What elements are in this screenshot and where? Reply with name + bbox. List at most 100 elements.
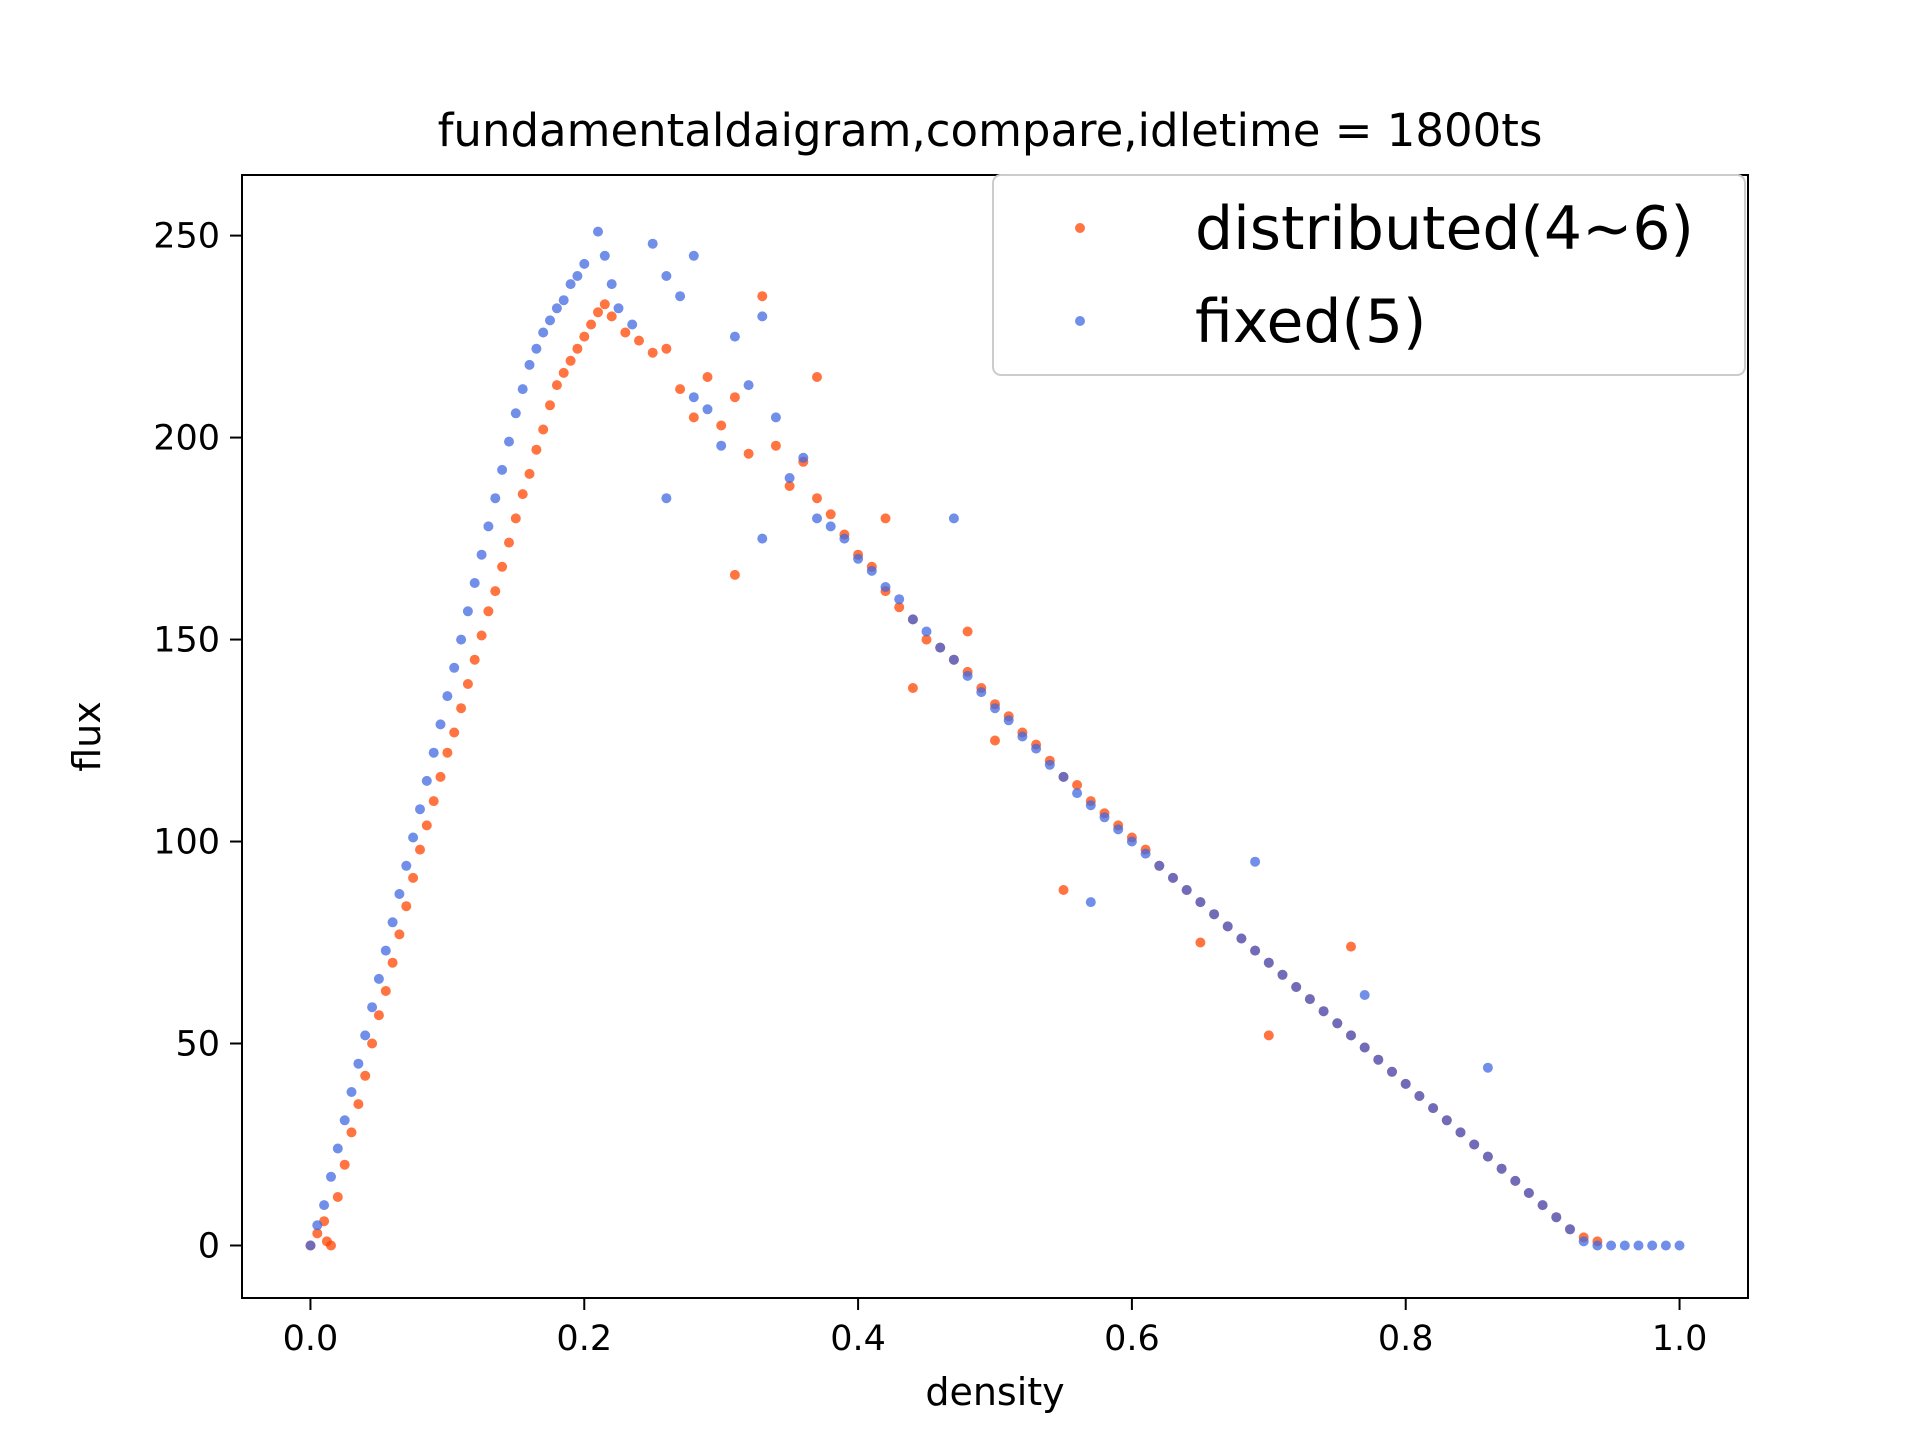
data-point-1-89 — [1236, 933, 1247, 944]
data-point-1-13 — [394, 889, 405, 899]
data-point-0-29 — [497, 561, 508, 572]
data-point-0-33 — [524, 468, 535, 479]
data-point-1-101 — [1400, 1078, 1411, 1089]
data-point-1-6 — [346, 1087, 357, 1097]
data-point-1-45 — [627, 319, 638, 330]
chart-title: fundamentaldaigram,compare,idletime = 18… — [438, 104, 1543, 157]
data-point-0-16 — [408, 872, 419, 883]
data-point-1-55 — [770, 412, 781, 423]
data-point-0-23 — [456, 703, 467, 714]
data-point-1-88 — [1222, 921, 1233, 932]
data-point-0-20 — [435, 771, 446, 782]
data-point-1-36 — [551, 303, 562, 314]
data-point-1-52 — [729, 331, 740, 342]
y-axis-label: flux — [65, 701, 109, 772]
data-point-1-40 — [579, 258, 590, 269]
data-point-1-120 — [1660, 1240, 1671, 1251]
data-point-0-124 — [1058, 885, 1069, 895]
data-point-1-72 — [1003, 715, 1014, 726]
data-point-0-25 — [469, 654, 480, 665]
data-point-1-48 — [675, 291, 686, 302]
data-point-1-90 — [1250, 945, 1261, 956]
data-point-1-11 — [380, 945, 391, 956]
data-point-1-23 — [462, 606, 473, 617]
data-point-1-71 — [990, 703, 1000, 714]
data-point-0-48 — [647, 347, 658, 358]
data-point-1-92 — [1277, 969, 1288, 980]
data-point-1-61 — [853, 553, 864, 564]
data-point-1-31 — [517, 384, 528, 395]
data-point-1-64 — [894, 594, 905, 605]
data-point-1-79 — [1099, 812, 1110, 823]
data-point-0-9 — [360, 1070, 371, 1081]
data-point-1-73 — [1017, 731, 1028, 742]
data-point-1-46 — [647, 238, 658, 249]
data-point-0-58 — [784, 481, 795, 491]
data-point-1-81 — [1126, 836, 1137, 847]
data-point-1-129 — [1482, 1062, 1493, 1073]
data-point-1-62 — [866, 565, 877, 576]
data-point-1-83 — [1154, 860, 1165, 871]
data-point-1-128 — [1359, 990, 1370, 1000]
data-point-1-108 — [1496, 1163, 1507, 1174]
data-point-1-59 — [825, 521, 836, 532]
data-point-1-116 — [1606, 1240, 1617, 1251]
data-point-1-127 — [1250, 856, 1261, 867]
data-point-1-125 — [948, 513, 959, 524]
data-point-1-109 — [1510, 1175, 1521, 1186]
data-point-0-27 — [483, 606, 494, 617]
data-point-0-38 — [558, 367, 569, 378]
y-tick-label-4: 200 — [153, 419, 220, 459]
y-tick-label-1: 50 — [175, 1025, 220, 1065]
data-point-1-50 — [702, 404, 713, 415]
data-point-1-42 — [599, 250, 610, 261]
data-point-1-21 — [449, 662, 460, 673]
data-point-0-22 — [449, 727, 460, 738]
data-point-0-34 — [531, 444, 542, 455]
data-point-1-95 — [1318, 1006, 1329, 1017]
data-point-1-75 — [1044, 759, 1055, 770]
data-point-0-61 — [825, 509, 836, 520]
data-point-1-103 — [1428, 1103, 1439, 1114]
data-point-1-14 — [401, 860, 412, 871]
data-point-1-51 — [716, 440, 727, 451]
data-point-1-38 — [565, 279, 576, 290]
data-point-1-3 — [326, 1171, 336, 1182]
data-point-1-111 — [1537, 1200, 1548, 1211]
legend-label-1: fixed(5) — [1195, 287, 1426, 357]
data-point-1-104 — [1441, 1115, 1452, 1126]
data-point-0-5 — [332, 1192, 343, 1202]
data-point-0-122 — [812, 372, 822, 382]
points-layer — [305, 226, 1685, 1251]
data-point-0-15 — [401, 901, 412, 912]
data-point-0-42 — [586, 319, 597, 330]
data-point-0-31 — [510, 513, 521, 524]
data-point-1-43 — [606, 279, 617, 290]
data-point-0-17 — [415, 844, 425, 855]
data-point-1-33 — [531, 343, 542, 354]
data-point-1-22 — [456, 634, 467, 645]
data-point-1-2 — [319, 1200, 330, 1211]
data-point-1-4 — [332, 1143, 343, 1154]
data-point-0-43 — [593, 307, 603, 318]
data-point-0-44 — [599, 299, 610, 310]
y-tick-label-2: 100 — [153, 823, 220, 863]
data-point-1-114 — [1578, 1236, 1589, 1247]
data-point-1-87 — [1209, 909, 1220, 920]
plot-frame — [241, 174, 1749, 1299]
data-point-0-50 — [675, 384, 686, 395]
data-point-1-53 — [743, 380, 754, 391]
data-point-0-11 — [373, 1010, 384, 1021]
data-point-0-32 — [517, 489, 528, 500]
data-point-0-4 — [326, 1240, 336, 1251]
data-point-0-26 — [476, 630, 487, 641]
x-axis-label: density — [925, 1370, 1064, 1414]
data-point-1-112 — [1551, 1212, 1562, 1223]
data-point-1-77 — [1072, 788, 1083, 799]
data-point-1-58 — [812, 513, 822, 524]
legend-marker-0 — [1075, 223, 1085, 233]
data-point-1-49 — [688, 392, 699, 403]
data-point-0-36 — [545, 400, 555, 411]
data-point-1-0 — [305, 1240, 316, 1251]
